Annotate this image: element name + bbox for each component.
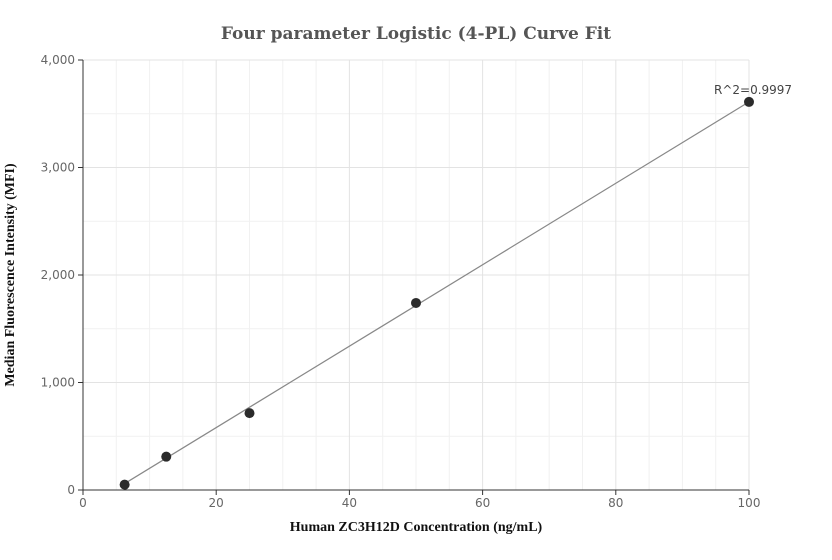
x-tick-label: 100 bbox=[738, 496, 761, 510]
data-point bbox=[411, 297, 421, 308]
tick-labels: 0 20 40 60 80 100 0 1,000 2,000 3,000 4,000 bbox=[41, 53, 761, 510]
y-tick-label: 2,000 bbox=[41, 268, 75, 282]
r-squared-annotation: R^2=0.9997 bbox=[714, 83, 792, 97]
fit-curve bbox=[124, 101, 750, 485]
x-tick-label: 40 bbox=[342, 496, 357, 510]
data-point bbox=[161, 451, 172, 462]
data-points bbox=[119, 96, 754, 490]
x-axis-label: Human ZC3H12D Concentration (ng/mL) bbox=[290, 520, 543, 535]
y-tick-label: 1,000 bbox=[41, 376, 75, 390]
x-tick-label: 80 bbox=[608, 496, 623, 510]
y-tick-label: 3,000 bbox=[41, 161, 75, 175]
axes bbox=[78, 59, 750, 495]
x-tick-label: 60 bbox=[475, 496, 490, 510]
y-tick-label: 0 bbox=[67, 483, 75, 497]
fit-curve-layer bbox=[124, 101, 750, 485]
x-tick-label: 20 bbox=[209, 496, 224, 510]
y-axis-label: Median Fluorescence Intensity (MFI) bbox=[3, 163, 18, 387]
annotations: R^2=0.9997 bbox=[714, 83, 792, 97]
y-tick-label: 4,000 bbox=[41, 53, 75, 67]
data-point bbox=[119, 479, 130, 490]
grid bbox=[83, 59, 750, 490]
chart-title: Four parameter Logistic (4-PL) Curve Fit bbox=[221, 24, 611, 44]
data-point bbox=[744, 96, 754, 107]
data-point bbox=[244, 408, 255, 419]
x-tick-label: 0 bbox=[79, 496, 87, 510]
